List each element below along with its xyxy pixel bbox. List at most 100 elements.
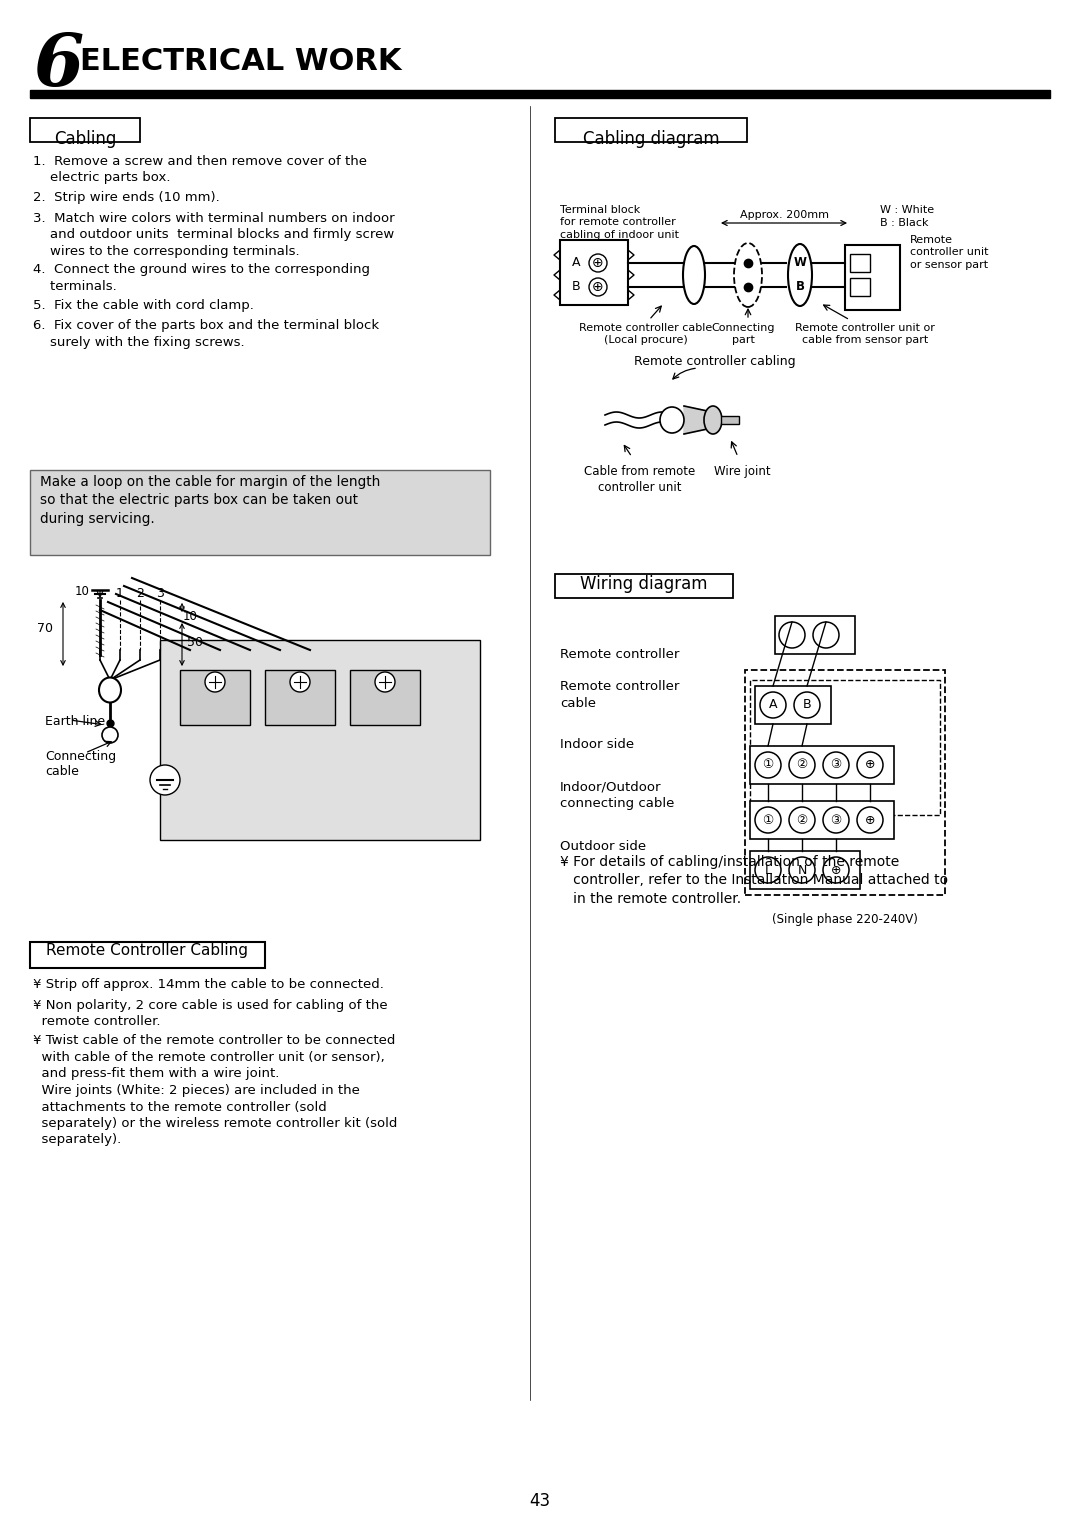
Text: Approx. 200mm: Approx. 200mm — [740, 210, 828, 220]
Text: 2.  Strip wire ends (10 mm).: 2. Strip wire ends (10 mm). — [33, 191, 219, 204]
Text: 3.  Match wire colors with terminal numbers on indoor
    and outdoor units  ter: 3. Match wire colors with terminal numbe… — [33, 212, 394, 258]
Ellipse shape — [683, 246, 705, 303]
Text: Cabling: Cabling — [54, 130, 117, 148]
Circle shape — [589, 278, 607, 296]
Text: A: A — [769, 698, 778, 712]
Text: ⊕: ⊕ — [831, 863, 841, 877]
Circle shape — [755, 857, 781, 883]
Bar — [30, 942, 265, 968]
Text: ②: ② — [796, 758, 808, 772]
Text: Terminal block
for remote controller
cabling of indoor unit: Terminal block for remote controller cab… — [561, 204, 679, 239]
Circle shape — [794, 692, 820, 718]
Circle shape — [150, 766, 180, 795]
Text: Remote controller cabling: Remote controller cabling — [634, 355, 796, 368]
Ellipse shape — [704, 406, 723, 435]
Circle shape — [789, 752, 815, 778]
Text: Outdoor side: Outdoor side — [561, 840, 646, 852]
Text: N: N — [797, 863, 807, 877]
Text: Remote controller: Remote controller — [561, 648, 679, 660]
Ellipse shape — [660, 407, 684, 433]
Text: ¥ Non polarity, 2 core cable is used for cabling of the
  remote controller.: ¥ Non polarity, 2 core cable is used for… — [33, 999, 388, 1028]
Circle shape — [858, 752, 883, 778]
Bar — [561, 239, 627, 305]
Bar — [555, 117, 747, 142]
Text: cable: cable — [561, 697, 596, 711]
Text: ②: ② — [796, 813, 808, 827]
Text: ⊕: ⊕ — [865, 758, 875, 772]
Circle shape — [760, 692, 786, 718]
Text: B: B — [796, 281, 805, 293]
Text: W: W — [794, 256, 807, 270]
Polygon shape — [684, 406, 712, 435]
Bar — [750, 680, 940, 814]
Text: 2: 2 — [136, 587, 144, 599]
Text: 50: 50 — [187, 636, 203, 650]
Bar — [850, 278, 870, 296]
Text: 4.  Connect the ground wires to the corresponding
    terminals.: 4. Connect the ground wires to the corre… — [33, 262, 370, 293]
Text: Wire joint: Wire joint — [714, 465, 770, 477]
Circle shape — [102, 727, 118, 743]
Circle shape — [779, 622, 805, 648]
Text: L: L — [765, 863, 771, 877]
Text: Connecting
part: Connecting part — [712, 323, 774, 345]
Text: ①: ① — [762, 813, 773, 827]
Text: Connecting
cable: Connecting cable — [45, 750, 117, 778]
Bar — [30, 90, 1050, 98]
Text: 6.  Fix cover of the parts box and the terminal block
    surely with the fixing: 6. Fix cover of the parts box and the te… — [33, 320, 379, 349]
Text: connecting cable: connecting cable — [561, 798, 674, 810]
Bar — [265, 669, 335, 724]
Text: Cable from remote
controller unit: Cable from remote controller unit — [584, 465, 696, 494]
Text: Cabling diagram: Cabling diagram — [583, 130, 719, 148]
Bar — [850, 255, 870, 271]
Text: 10: 10 — [76, 586, 90, 598]
Circle shape — [823, 752, 849, 778]
Text: (Single phase 220-240V): (Single phase 220-240V) — [772, 913, 918, 926]
Bar — [755, 686, 831, 724]
Text: ELECTRICAL WORK: ELECTRICAL WORK — [80, 47, 402, 76]
Bar — [30, 470, 490, 555]
Text: 70: 70 — [37, 622, 53, 634]
Text: ①: ① — [762, 758, 773, 772]
Text: Remote controller unit or
cable from sensor part: Remote controller unit or cable from sen… — [795, 323, 935, 345]
Circle shape — [755, 752, 781, 778]
Text: Indoor side: Indoor side — [561, 738, 634, 750]
Text: 1.  Remove a screw and then remove cover of the
    electric parts box.: 1. Remove a screw and then remove cover … — [33, 156, 367, 185]
Circle shape — [589, 255, 607, 271]
Circle shape — [789, 857, 815, 883]
Text: ⊕: ⊕ — [592, 256, 604, 270]
Text: Remote controller cable
(Local procure): Remote controller cable (Local procure) — [579, 323, 713, 345]
Circle shape — [789, 807, 815, 833]
Text: B: B — [802, 698, 811, 712]
Text: Remote
controller unit
or sensor part: Remote controller unit or sensor part — [910, 235, 988, 270]
Bar — [180, 669, 249, 724]
Text: 3: 3 — [157, 587, 164, 599]
Text: Make a loop on the cable for margin of the length
so that the electric parts box: Make a loop on the cable for margin of t… — [40, 474, 380, 526]
Circle shape — [858, 807, 883, 833]
Bar — [30, 117, 140, 142]
Text: Earth line: Earth line — [45, 715, 105, 727]
Circle shape — [823, 807, 849, 833]
Ellipse shape — [99, 677, 121, 703]
Text: Remote Controller Cabling: Remote Controller Cabling — [46, 942, 248, 958]
Bar — [745, 669, 945, 895]
Text: Remote controller: Remote controller — [561, 680, 679, 692]
Circle shape — [291, 673, 310, 692]
Text: Wiring diagram: Wiring diagram — [580, 575, 707, 593]
Bar — [555, 573, 733, 598]
Text: ¥ Strip off approx. 14mm the cable to be connected.: ¥ Strip off approx. 14mm the cable to be… — [33, 978, 383, 991]
Text: ③: ③ — [831, 758, 841, 772]
Bar — [750, 851, 860, 889]
Ellipse shape — [734, 242, 762, 307]
Text: 10: 10 — [183, 610, 198, 624]
Circle shape — [205, 673, 225, 692]
Circle shape — [755, 807, 781, 833]
Text: ¥ For details of cabling/installation of the remote
   controller, refer to the : ¥ For details of cabling/installation of… — [561, 856, 948, 906]
Bar — [750, 801, 894, 839]
Bar — [775, 616, 855, 654]
Text: Indoor/Outdoor: Indoor/Outdoor — [561, 779, 661, 793]
Text: ⊕: ⊕ — [592, 281, 604, 294]
Text: B: B — [571, 281, 580, 293]
Text: ¥ Twist cable of the remote controller to be connected
  with cable of the remot: ¥ Twist cable of the remote controller t… — [33, 1034, 397, 1147]
Text: ⊕: ⊕ — [865, 813, 875, 827]
Circle shape — [813, 622, 839, 648]
